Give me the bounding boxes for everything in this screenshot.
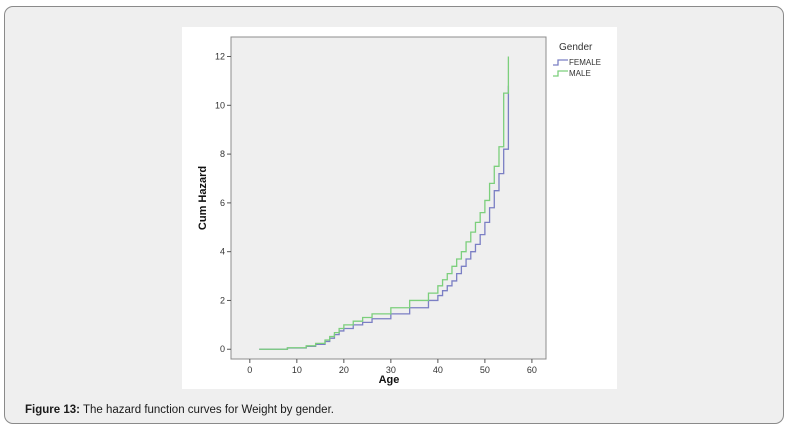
caption-text: The hazard function curves for Weight by…: [79, 404, 334, 416]
legend-swatch-female: [553, 59, 568, 66]
x-tick-label: 30: [386, 365, 396, 375]
chart-panel: 0 10 20 30 40 50 60 0 2 4 6 8 10 12 Age Cum Hazard Ge…: [182, 27, 617, 389]
figure-frame: 0 10 20 30 40 50 60 0 2 4 6 8 10 12 Age Cum Hazard Ge…: [4, 6, 784, 424]
legend-label-female: FEMALE: [569, 58, 601, 67]
x-tick-label: 0: [247, 365, 252, 375]
legend-swatch-male: [553, 70, 568, 77]
y-tick-label: 12: [215, 52, 225, 62]
legend-title: Gender: [559, 42, 593, 53]
y-tick-label: 10: [215, 100, 225, 110]
x-tick-label: 10: [292, 365, 302, 375]
x-tick-label: 40: [433, 365, 443, 375]
y-tick-label: 0: [220, 344, 225, 354]
x-axis-label: Age: [379, 374, 400, 386]
y-tick-label: 4: [220, 247, 225, 257]
figure-caption: Figure 13: The hazard function curves fo…: [25, 404, 334, 416]
y-tick-label: 8: [220, 149, 225, 159]
legend: Gender FEMALE MALE: [553, 42, 601, 78]
x-tick-label: 20: [339, 365, 349, 375]
x-tick-label: 50: [480, 365, 490, 375]
legend-label-male: MALE: [569, 69, 591, 78]
hazard-chart: 0 10 20 30 40 50 60 0 2 4 6 8 10 12 Age Cum Hazard Ge…: [197, 36, 601, 386]
x-tick-label: 60: [527, 365, 537, 375]
y-tick-label: 2: [220, 295, 225, 305]
y-tick-label: 6: [220, 198, 225, 208]
plot-area: [230, 36, 547, 360]
series-line-male: [259, 56, 510, 350]
caption-label: Figure 13:: [25, 404, 80, 416]
y-axis-label: Cum Hazard: [197, 166, 209, 230]
